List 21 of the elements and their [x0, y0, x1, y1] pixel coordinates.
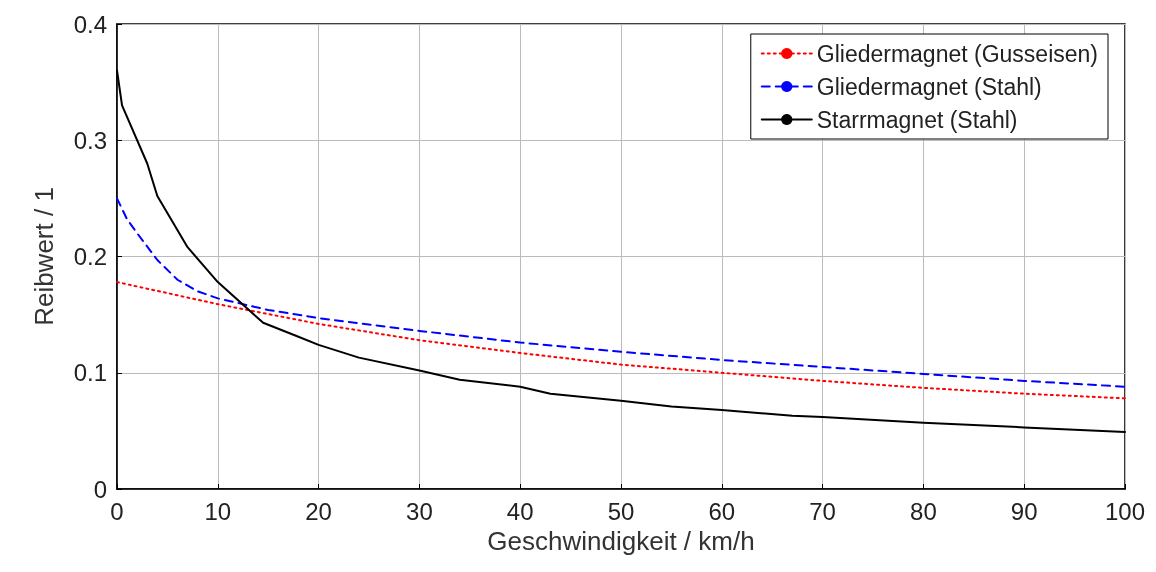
y-tick-label: 0.1: [73, 359, 107, 387]
y-tick-label: 0.2: [73, 243, 107, 270]
y-tick-label: 0: [93, 475, 107, 503]
x-tick-label: 0: [110, 497, 124, 525]
x-tick-label: 70: [809, 497, 836, 525]
x-tick-label: 40: [506, 497, 534, 525]
legend-label: Starrmagnet (Stahl): [816, 106, 1018, 133]
x-tick-label: 10: [204, 497, 232, 525]
x-tick-label: 60: [708, 497, 736, 525]
x-tick-label: 30: [406, 497, 433, 525]
legend-label: Gliedermagnet (Gusseisen): [816, 40, 1098, 67]
legend-label: Gliedermagnet (Stahl): [816, 73, 1042, 100]
x-tick-label: 20: [305, 497, 332, 525]
x-axis-title: Geschwindigkeit / km/h: [487, 525, 755, 556]
x-tick-label: 80: [910, 497, 937, 525]
y-tick-label: 0.4: [73, 10, 107, 38]
y-axis-title: Reibwert / 1: [29, 187, 59, 326]
x-tick-label: 90: [1010, 497, 1038, 525]
x-tick-label: 100: [1104, 497, 1145, 525]
y-tick-label: 0.3: [73, 126, 107, 154]
x-tick-label: 50: [607, 497, 635, 525]
